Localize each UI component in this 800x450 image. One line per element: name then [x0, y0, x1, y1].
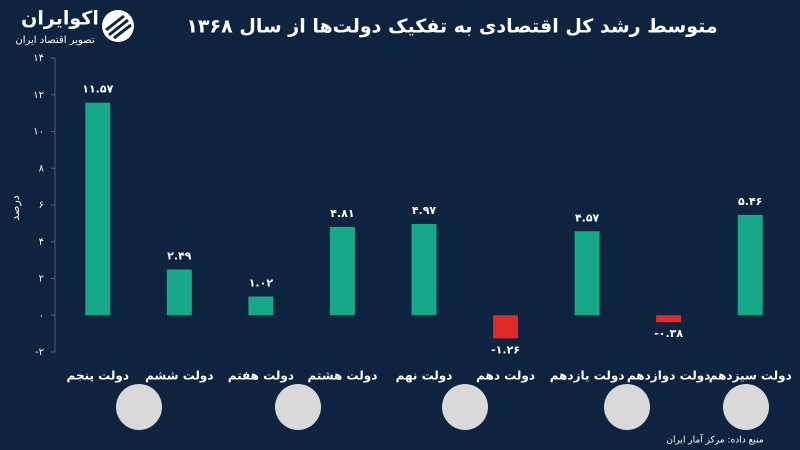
logo-stripes: [105, 14, 132, 40]
bar: [737, 214, 763, 316]
chart-title: متوسط رشد کل اقتصادی به تفکیک دولت‌ها از…: [186, 16, 717, 38]
y-tick-label: ۱۴: [33, 53, 44, 64]
value-label: ۱.۰۲: [249, 277, 274, 290]
portrait: [442, 384, 488, 430]
x-tick-label: دولت ششم: [145, 369, 213, 384]
portraits: [116, 384, 769, 430]
value-label: -۰.۳۸: [654, 327, 683, 340]
y-tick-label: -۲: [35, 347, 44, 358]
y-tick-label: ۱۲: [33, 90, 44, 101]
value-label: ۴.۹۷: [412, 204, 437, 217]
bar: [166, 269, 192, 316]
brand-tagline: تصویر اقتصاد ایران: [15, 35, 94, 46]
y-tick-label: ۸: [39, 163, 45, 174]
x-tick-label: دولت نهم: [396, 369, 453, 384]
brand-name: اکوایران: [21, 8, 99, 30]
portrait: [723, 384, 769, 430]
value-label: ۴.۸۱: [330, 207, 354, 220]
bar: [656, 315, 682, 323]
value-label: ۴.۵۷: [575, 211, 600, 224]
y-axis-label: درصد: [9, 195, 22, 220]
bar: [493, 315, 519, 339]
logo: اکوایران تصویر اقتصاد ایران: [15, 8, 134, 46]
value-label: ۲.۴۹: [167, 249, 192, 262]
y-tick-label: ۱۰: [33, 127, 44, 138]
x-tick-label: دولت هشتم: [308, 369, 378, 384]
y-tick-label: ۲: [39, 274, 44, 285]
y-tick-label: ۰: [39, 310, 44, 321]
x-tick-label: دولت هفتم: [228, 369, 294, 384]
portrait: [116, 384, 162, 430]
bar: [329, 226, 355, 316]
portrait: [604, 384, 650, 430]
x-tick-label: دولت پنجم: [67, 369, 129, 384]
bar: [411, 223, 437, 316]
y-tick-label: ۶: [39, 200, 44, 211]
value-label: -۱.۲۶: [491, 343, 520, 356]
x-tick-label: دولت یازدهم: [550, 369, 625, 384]
x-tick-label: دولت دوازدهم: [627, 369, 711, 384]
value-label: ۵.۴۶: [738, 195, 762, 208]
source-note: منبع داده: مرکز آمار ایران: [666, 434, 763, 446]
bar: [248, 296, 274, 316]
bar: [574, 231, 600, 316]
bar: [85, 102, 111, 316]
y-tick-label: ۴: [39, 237, 44, 248]
value-label: ۱۱.۵۷: [82, 83, 113, 96]
x-tick-label: دولت دهم: [476, 369, 535, 384]
portrait: [275, 384, 321, 430]
x-tick-label: دولت سیزدهم: [709, 369, 792, 384]
